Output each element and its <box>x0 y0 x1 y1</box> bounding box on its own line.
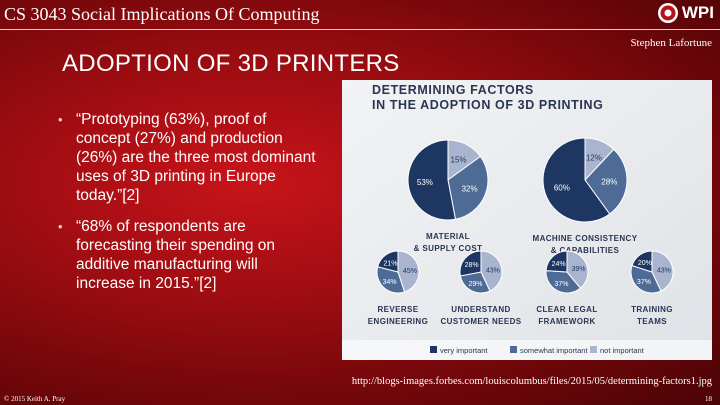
bullet: “68% of respondents are forecasting thei… <box>58 217 320 293</box>
pie-wedge <box>566 250 589 289</box>
wedge-label: 32% <box>462 185 478 194</box>
pie-wedge <box>651 250 674 292</box>
pie-label: MATERIAL <box>426 232 470 241</box>
pie-wedge <box>447 155 489 220</box>
bullet-list: “Prototyping (63%), proof of concept (27… <box>58 110 320 305</box>
wedge-label: 39% <box>571 266 585 273</box>
course-title: CS 3043 Social Implications Of Computing <box>4 4 320 24</box>
pie-wedge <box>376 266 406 294</box>
pie-wedge <box>459 271 491 294</box>
wedge-label: 28% <box>465 262 479 269</box>
pie-wedge <box>407 139 457 221</box>
wedge-label: 43% <box>657 267 671 274</box>
figure-title: IN THE ADOPTION OF 3D PRINTING <box>372 98 603 112</box>
legend-swatch <box>430 346 437 353</box>
wedge-label: 21% <box>384 260 398 267</box>
pie-label: TEAMS <box>637 317 667 326</box>
wedge-label: 34% <box>383 279 397 286</box>
pie-wedge <box>630 264 662 294</box>
wedge-label: 45% <box>403 268 417 275</box>
wedge-label: 12% <box>586 153 602 162</box>
bullet: “Prototyping (63%), proof of concept (27… <box>58 110 320 205</box>
figure-title: DETERMINING FACTORS <box>372 83 534 97</box>
legend-swatch <box>510 346 517 353</box>
pie-wedge <box>397 250 420 293</box>
logo-text: WPI <box>681 3 714 22</box>
wedge-label: 15% <box>451 155 467 164</box>
pie-label: TRAINING <box>631 305 673 314</box>
page-number: 18 <box>705 395 712 403</box>
pie-label: REVERSE <box>377 305 418 314</box>
wedge-label: 29% <box>468 281 482 288</box>
wedge-label: 60% <box>554 184 570 193</box>
pie-label: MACHINE CONSISTENCY <box>533 234 638 243</box>
pie-wedge <box>459 250 482 277</box>
header-rule <box>0 29 720 30</box>
pie-wedge <box>631 250 653 273</box>
wedge-label: 43% <box>486 267 500 274</box>
pie-wedge <box>545 270 582 294</box>
wedge-label: 20% <box>638 260 652 267</box>
pie-label: UNDERSTAND <box>451 305 510 314</box>
slide-title: ADOPTION OF 3D PRINTERS <box>62 50 400 77</box>
legend-label: not important <box>600 346 645 355</box>
source-url: http://blogs-images.forbes.com/louiscolu… <box>351 376 712 387</box>
pie-label: & CAPABILITIES <box>551 246 620 255</box>
wedge-label: 53% <box>417 178 433 187</box>
legend-label: very important <box>440 346 488 355</box>
pie-label: & SUPPLY COST <box>414 244 483 253</box>
pie-wedge <box>377 250 399 273</box>
legend-label: somewhat important <box>520 346 588 355</box>
figure-background <box>342 80 712 360</box>
seal <box>657 3 678 23</box>
author: Stephen Lafortune <box>630 37 712 49</box>
wedge-label: 24% <box>552 261 566 268</box>
legend-swatch <box>590 346 597 353</box>
copyright: © 2015 Keith A. Pray <box>4 395 66 403</box>
wedge-label: 37% <box>637 279 651 286</box>
legend-band <box>342 340 712 360</box>
pie-label: CLEAR LEGAL <box>536 305 597 314</box>
pie-label: ENGINEERING <box>368 317 428 326</box>
logo: WPI <box>657 2 714 24</box>
pie-wedge <box>545 250 568 273</box>
pie-wedge <box>480 250 503 292</box>
pie-wedge <box>542 137 611 223</box>
wedge-label: 37% <box>554 281 568 288</box>
wedge-label: 28% <box>601 178 617 187</box>
pie-label: CUSTOMER NEEDS <box>440 317 521 326</box>
pie-label: FRAMEWORK <box>538 317 595 326</box>
pie-wedge <box>584 148 628 215</box>
